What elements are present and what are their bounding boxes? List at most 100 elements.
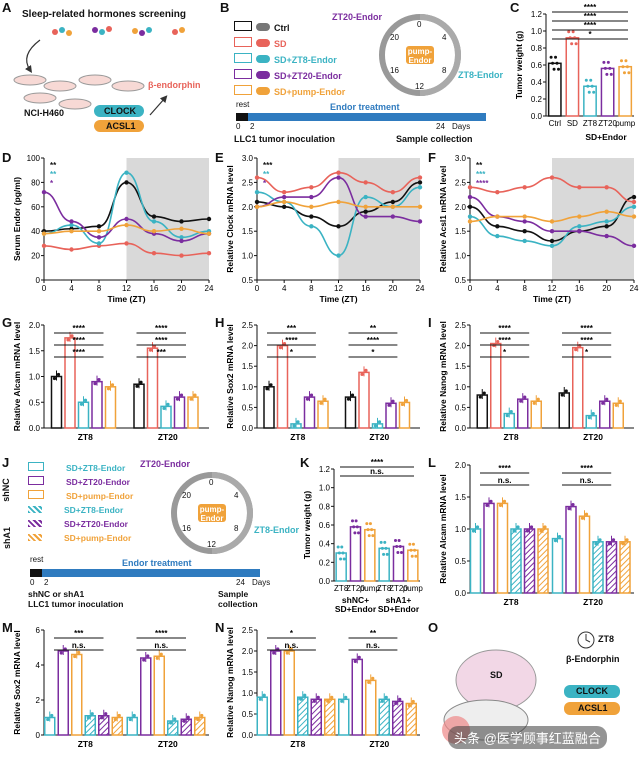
replicate-dot (509, 409, 513, 414)
timeline-j-t0: 0 (30, 578, 35, 587)
data-point (41, 189, 47, 195)
panel-label-m: M (2, 620, 13, 635)
replicate-dot (106, 387, 111, 391)
y-tick-label: 1.0 (531, 27, 543, 36)
data-point (549, 243, 555, 249)
data-point (417, 204, 423, 209)
x-tick-label: 8 (522, 284, 527, 293)
replicate-dot (128, 717, 132, 722)
bar-ZT20-1 (146, 347, 159, 429)
replicate-dot (179, 393, 184, 397)
replicate-dot (200, 713, 204, 718)
replicate-dot (139, 380, 143, 384)
y-axis-label: Relative Alcam mRNA level (12, 322, 22, 431)
replicate-dot (364, 368, 368, 372)
bar-ZT20-0 (344, 396, 357, 429)
x-axis-label: Time (ZT) (533, 294, 571, 304)
y-tick-label: 6 (36, 626, 41, 635)
panel-a-cell-line: NCI-H460 (24, 108, 65, 118)
data-point (631, 194, 637, 200)
replicate-dot (113, 717, 117, 722)
timeline-j-rest-bar (30, 569, 42, 577)
data-point (363, 214, 368, 219)
replicate-dot (555, 61, 559, 65)
bar-ZT8-2 (283, 650, 295, 736)
replicate-dot (155, 656, 159, 660)
clock-center-label: pump- Endor (407, 47, 433, 65)
replicate-dot (584, 78, 588, 82)
replicate-dot (352, 525, 356, 529)
x-axis-label: Time (ZT) (107, 294, 145, 304)
panel-b-clock (379, 14, 461, 96)
y-tick-label: 1.5 (242, 362, 254, 371)
replicate-dot (589, 78, 593, 82)
y-tick-label: 0 (36, 276, 41, 285)
y-tick-label: 2.0 (242, 203, 254, 212)
replicate-dot (404, 398, 409, 403)
replicate-dot (262, 693, 266, 697)
replicate-dot (496, 339, 500, 344)
replicate-dot (410, 554, 414, 558)
replicate-dot (46, 717, 50, 722)
replicate-dot (611, 538, 616, 542)
replicate-dot (341, 551, 345, 555)
bar-ZT8-0 (256, 696, 268, 736)
x-axis-label: Time (ZT) (319, 294, 357, 304)
data-point (151, 229, 157, 234)
significance-label: **** (476, 179, 489, 188)
replicate-dot (414, 554, 418, 558)
replicate-dot (387, 403, 391, 407)
y-tick-label: 0.5 (29, 398, 41, 407)
legend-j: SD+ZT8-Endor SD+ZT20-Endor SD+pump-Endor… (28, 461, 133, 545)
panel-o-diagram (442, 631, 620, 744)
significance-label: **** (155, 629, 168, 638)
bar-ZT20 (600, 67, 615, 117)
bar-ZT8 (378, 547, 390, 582)
x-tick-label-pump: pump (615, 119, 636, 128)
y-tick-label: 0.8 (319, 502, 331, 511)
data-point (96, 229, 102, 234)
y-axis-label: Relative Clock mRNA level (225, 165, 235, 272)
panel-label-j: J (2, 455, 10, 470)
significance-label: **** (155, 336, 168, 345)
replicate-dot (601, 401, 605, 405)
legend-j-2: SD+pump-Endor (28, 489, 133, 503)
replicate-dot (394, 701, 398, 705)
data-point (69, 229, 74, 234)
x-tick-label: 20 (388, 284, 397, 293)
replicate-dot (296, 420, 300, 424)
timeline-j-days: Days (252, 578, 271, 587)
panel-label-d: D (2, 150, 12, 165)
data-point (254, 189, 260, 195)
panel-o-acsl1: ACSL1 (578, 703, 608, 713)
replicate-dot (618, 399, 622, 403)
replicate-dot (591, 412, 595, 416)
replicate-dot (567, 507, 571, 511)
significance-label: * (263, 179, 267, 188)
bar-ZT8-3 (517, 398, 529, 429)
data-point (549, 175, 555, 180)
significance-label: **** (580, 336, 593, 345)
replicate-dot (357, 655, 361, 659)
chart-e: 0.5 1.0 1.5 2.0 2.5 3.0 Relative Clock mRNA le… (225, 154, 425, 304)
legend-b-zt8: SD+ZT8-Endor (234, 52, 345, 68)
replicate-dot (73, 654, 77, 659)
x-tick-label: 0 (255, 284, 260, 293)
replicate-dot (340, 699, 344, 703)
clock-j-tick-0: 0 (209, 478, 214, 487)
replicate-dot (272, 651, 276, 655)
replicate-dot (357, 531, 361, 535)
replicate-dot (193, 393, 197, 397)
replicate-dot (323, 397, 327, 401)
replicate-dot (482, 391, 486, 395)
panel-o-clock: CLOCK (576, 686, 608, 696)
panel-label-e: E (215, 150, 224, 165)
y-tick-label: 0.0 (29, 424, 41, 433)
replicate-dot (539, 529, 543, 533)
data-point (467, 214, 473, 219)
timeline-days: Days (452, 122, 471, 131)
replicate-dot (326, 699, 330, 703)
x-tick-label: 12 (334, 284, 343, 293)
bar-ZT8-1 (57, 650, 69, 736)
significance-label: *** (287, 324, 297, 333)
